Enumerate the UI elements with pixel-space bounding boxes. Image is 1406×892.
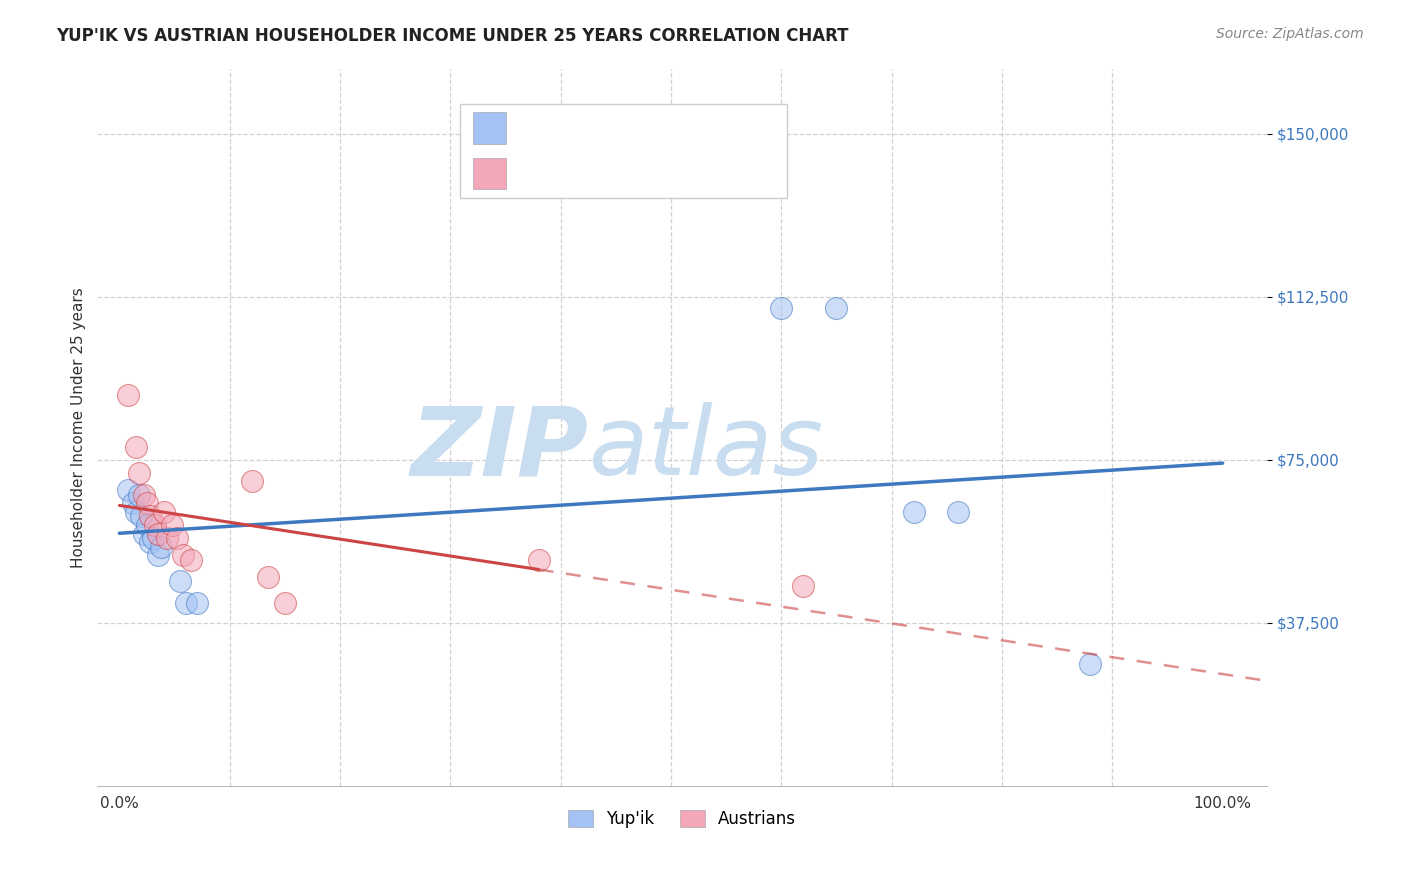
Point [132,526,155,541]
Point [152,505,174,519]
Point [169,574,191,589]
Point [146,549,169,563]
Point [180,553,202,567]
Point [125,505,148,519]
Point [162,518,184,533]
Point [136,496,159,510]
Point [240,475,263,489]
Point [825,301,848,315]
Point [139,509,162,524]
Point [172,549,194,563]
Point [946,505,969,519]
Point [150,540,173,554]
Point [527,553,550,567]
Point [770,301,793,315]
Point [1078,657,1101,671]
Point [128,487,150,501]
Point [125,440,148,454]
Point [792,579,814,593]
Point [146,526,169,541]
Legend: Yup'ik, Austrians: Yup'ik, Austrians [561,804,803,835]
Point [132,487,155,501]
Point [139,535,162,549]
Text: ZIP: ZIP [411,402,589,495]
Text: YUP'IK VS AUSTRIAN HOUSEHOLDER INCOME UNDER 25 YEARS CORRELATION CHART: YUP'IK VS AUSTRIAN HOUSEHOLDER INCOME UN… [56,27,849,45]
Text: atlas: atlas [589,402,824,495]
Point [257,570,280,584]
Point [156,531,179,545]
Point [117,387,139,401]
Point [186,596,208,610]
Point [143,518,166,533]
Point [274,596,297,610]
Point [903,505,925,519]
Point [136,518,159,533]
Point [141,531,163,545]
Point [166,531,188,545]
Point [117,483,139,498]
Point [174,596,197,610]
Point [128,466,150,480]
Point [131,509,153,524]
Text: Source: ZipAtlas.com: Source: ZipAtlas.com [1216,27,1364,41]
Point [121,496,143,510]
Y-axis label: Householder Income Under 25 years: Householder Income Under 25 years [72,287,86,567]
